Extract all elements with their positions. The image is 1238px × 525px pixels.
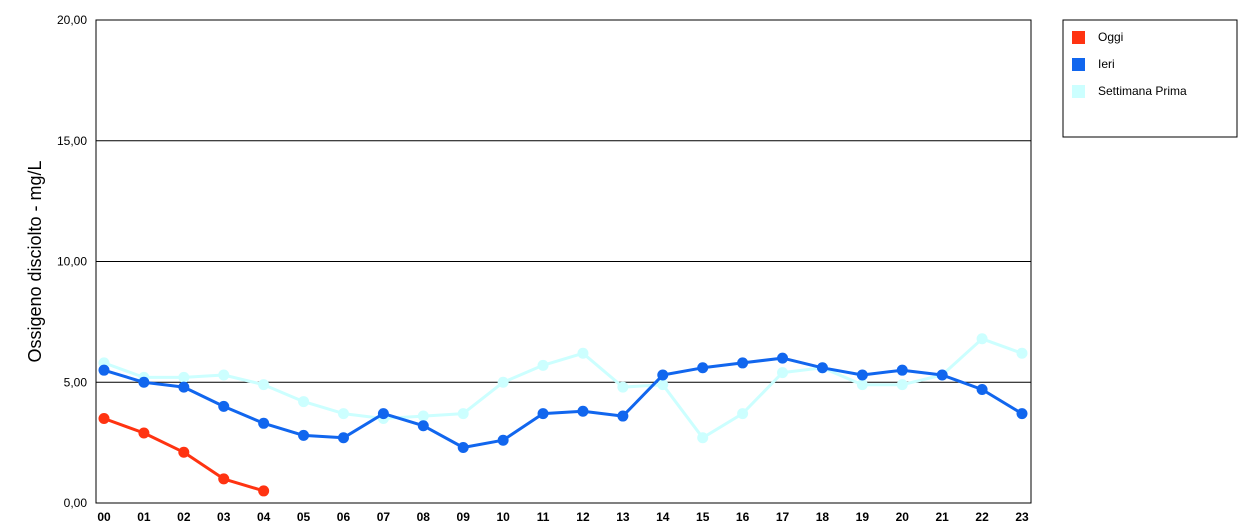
legend-label: Oggi [1098,30,1123,44]
data-point [856,379,868,391]
data-point [1016,347,1028,359]
data-point [497,434,509,446]
x-tick-label: 18 [816,510,830,524]
data-point [138,427,150,439]
y-tick-label: 5,00 [64,375,88,389]
data-point [337,432,349,444]
x-tick-label: 05 [297,510,311,524]
legend: Oggi Ieri Settimana Prima [1062,19,1238,138]
x-tick-label: 06 [337,510,351,524]
x-tick-label: 20 [896,510,910,524]
data-point [657,369,669,381]
y-axis-label: Ossigeno disciolto - mg/L [25,160,45,362]
x-tick-label: 01 [137,510,151,524]
data-point [98,412,110,424]
data-point [976,383,988,395]
series-ieri [98,352,1028,453]
data-point [497,376,509,388]
data-point [218,400,230,412]
data-point [737,357,749,369]
x-tick-label: 09 [457,510,471,524]
data-point [657,379,669,391]
data-point [98,364,110,376]
y-tick-label: 20,00 [57,13,87,27]
x-tick-label: 16 [736,510,750,524]
legend-swatch [1072,31,1085,44]
x-tick-label: 12 [576,510,590,524]
x-tick-label: 11 [537,510,550,524]
y-tick-label: 15,00 [57,134,87,148]
x-tick-label: 22 [975,510,989,524]
y-tick-label: 0,00 [64,496,88,510]
x-tick-label: 17 [776,510,790,524]
legend-label: Settimana Prima [1098,84,1187,98]
data-point [896,364,908,376]
x-tick-label: 10 [496,510,510,524]
x-axis-tick-labels: 00 01 02 03 04 05 06 07 08 09 10 11 12 13 14 15 16 17 18 19… [97,510,1029,524]
data-point [976,333,988,345]
data-point [1016,408,1028,420]
data-point [218,473,230,485]
data-point [218,369,230,381]
x-tick-label: 02 [177,510,191,524]
data-point [577,405,589,417]
legend-swatch [1072,85,1085,98]
data-point [577,347,589,359]
x-tick-label: 08 [417,510,431,524]
x-tick-label: 14 [656,510,670,524]
plot-area-frame [95,19,1032,504]
x-tick-label: 03 [217,510,231,524]
data-point [337,408,349,420]
data-point [697,432,709,444]
data-point [777,352,789,364]
data-point [697,362,709,374]
data-point [896,379,908,391]
data-point [856,369,868,381]
y-axis-tick-labels: 0,00 5,00 10,00 15,00 20,00 [57,13,87,510]
x-tick-label: 23 [1015,510,1029,524]
data-point [737,408,749,420]
x-tick-label: 04 [257,510,271,524]
series-line [103,337,1023,440]
series-settimana-prima [98,333,1028,444]
data-point [457,441,469,453]
x-tick-label: 15 [696,510,710,524]
data-point [377,408,389,420]
data-point [537,408,549,420]
series-line [103,356,1023,449]
data-point [298,429,310,441]
series-oggi [98,412,270,497]
data-point [258,417,270,429]
y-tick-label: 10,00 [57,255,87,269]
data-point [417,410,429,422]
data-point [178,371,190,383]
data-point [258,379,270,391]
data-point [777,367,789,379]
x-tick-label: 19 [856,510,870,524]
x-tick-label: 21 [935,510,949,524]
series-lines [98,333,1028,497]
data-point [537,359,549,371]
x-tick-label: 07 [377,510,391,524]
data-point [178,381,190,393]
data-point [258,485,270,497]
legend-swatch [1072,58,1085,71]
data-point [617,381,629,393]
gridlines [96,19,1031,504]
data-point [617,410,629,422]
legend-box [1062,19,1238,138]
data-point [138,376,150,388]
data-point [457,408,469,420]
x-tick-label: 13 [616,510,630,524]
data-point [417,420,429,432]
data-point [936,369,948,381]
data-point [298,396,310,408]
data-point [178,446,190,458]
data-point [816,362,828,374]
legend-label: Ieri [1098,57,1115,71]
x-tick-label: 00 [97,510,111,524]
